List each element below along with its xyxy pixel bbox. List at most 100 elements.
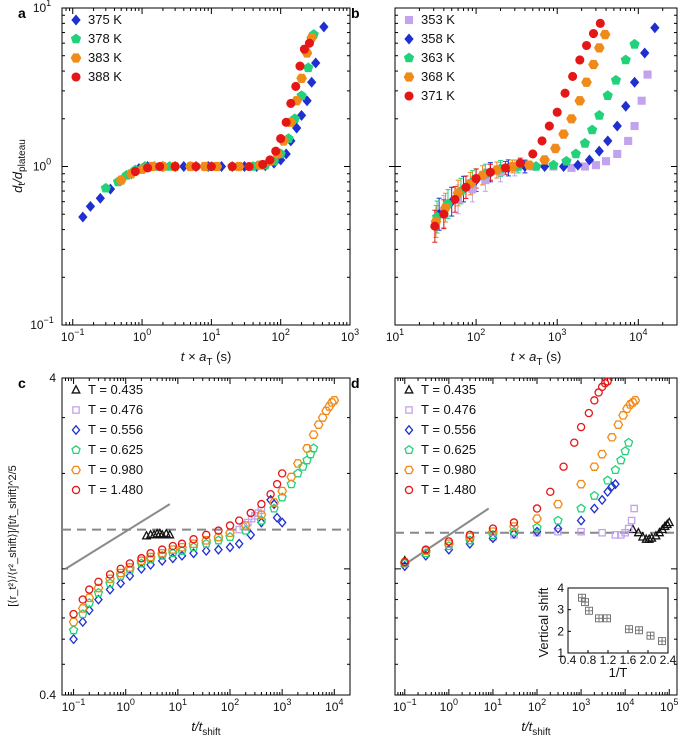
data-point [256, 517, 266, 528]
legend-marker [71, 14, 81, 26]
data-point [146, 549, 155, 558]
data-point [77, 604, 88, 613]
data-point [532, 504, 542, 513]
y-tick-label: 10−1 [30, 315, 54, 332]
data-point [630, 396, 641, 405]
series-4 [430, 18, 605, 231]
data-point [577, 527, 585, 536]
y-axis-label: dt/dplateau [10, 139, 28, 193]
data-point [576, 515, 586, 526]
y-tick-label: 4 [49, 371, 56, 385]
data-point [574, 96, 586, 106]
legend-marker [71, 424, 81, 436]
data-point [191, 161, 201, 172]
data-point [550, 143, 561, 154]
x-tick-label-exp: 4 [338, 697, 343, 707]
data-point [488, 524, 498, 533]
data-point [291, 81, 301, 91]
data-point [611, 531, 620, 539]
inset-data-point [625, 625, 633, 634]
data-point [620, 446, 630, 456]
data-point [589, 490, 600, 500]
data-point [277, 492, 287, 502]
x-tick-label-exp: −1 [406, 697, 416, 707]
x-tick-label: 103 [341, 327, 359, 344]
data-point [548, 159, 559, 170]
inset-chart: 0.4 0.8 1.2 1.6 2.0 2.4 1 2 3 4 1/T Vertical shift [536, 581, 677, 680]
data-point [566, 114, 577, 124]
x-tick-label-exp: −1 [74, 327, 84, 337]
x-axis-label-sub: shift [202, 727, 221, 738]
data-point [602, 475, 613, 485]
data-point [599, 29, 611, 40]
x-tick-label-exp: 3 [354, 327, 359, 337]
data-point [588, 59, 599, 70]
x-tick-label-exp: 1 [182, 697, 187, 707]
panel-label: b [351, 5, 360, 21]
data-point [624, 524, 633, 533]
data-point [637, 531, 648, 541]
data-point [326, 398, 337, 407]
data-point [558, 129, 569, 139]
data-point [450, 194, 460, 204]
x-tick-label: 102 [271, 327, 289, 344]
data-point [201, 536, 212, 545]
inset-data-point [646, 631, 655, 640]
legend-marker [70, 53, 82, 63]
panel-label: d [351, 375, 360, 391]
data-point [272, 512, 282, 523]
y-tick-label: 100 [33, 157, 51, 174]
x-tick-label-base: 10 [341, 330, 355, 344]
legend-marker [71, 465, 81, 475]
data-point [293, 468, 303, 478]
legend-label: 388 K [88, 69, 122, 84]
y-tick-label-exp: −1 [44, 315, 54, 325]
data-point [115, 568, 126, 578]
data-point [515, 158, 525, 168]
x-tick-label-base: 10 [202, 330, 216, 344]
x-tick-label-base: 10 [169, 700, 183, 714]
data-point [664, 516, 675, 527]
data-point [590, 396, 599, 405]
y-axis-label: [⟨r_t²⟩/⟨r²_shift⟩]/[t/t_shift]^2/5 [7, 465, 19, 607]
data-point [595, 18, 605, 28]
inset-x-tick-label: 1.2 [600, 653, 617, 667]
data-point [269, 503, 279, 513]
data-point [321, 406, 332, 416]
data-point [240, 525, 251, 535]
data-point [227, 161, 237, 172]
data-point [68, 625, 79, 635]
x-tick-label: 10−1 [61, 327, 85, 344]
plot-frame [394, 377, 678, 696]
x-tick-label: 103 [273, 697, 291, 714]
data-point [246, 508, 255, 518]
data-point [269, 498, 280, 507]
x-tick-label: 103 [572, 697, 590, 714]
x-axis-label-sub: T [536, 357, 542, 368]
legend-marker [404, 424, 414, 436]
data-point [234, 538, 244, 549]
data-point [400, 557, 409, 567]
data-point [444, 537, 454, 546]
data-point [286, 479, 297, 489]
legend-label: T = 0.625 [88, 442, 143, 457]
x-tick-label-base: 10 [393, 700, 407, 714]
x-tick-label: 100 [440, 697, 458, 714]
data-point [616, 455, 626, 465]
inset-y-tick-label: 2 [557, 624, 564, 638]
x-tick-label-exp: 4 [629, 697, 634, 707]
data-point [601, 157, 611, 166]
data-point [553, 515, 563, 525]
y-label-part: /d [10, 171, 25, 184]
data-point [319, 21, 329, 33]
data-point [559, 462, 568, 471]
legend-label: 358 K [421, 31, 455, 46]
legend-marker [403, 52, 415, 63]
data-point [594, 110, 605, 120]
data-point [95, 192, 105, 204]
data-point [214, 526, 223, 535]
x-tick-label-base: 10 [467, 330, 481, 344]
